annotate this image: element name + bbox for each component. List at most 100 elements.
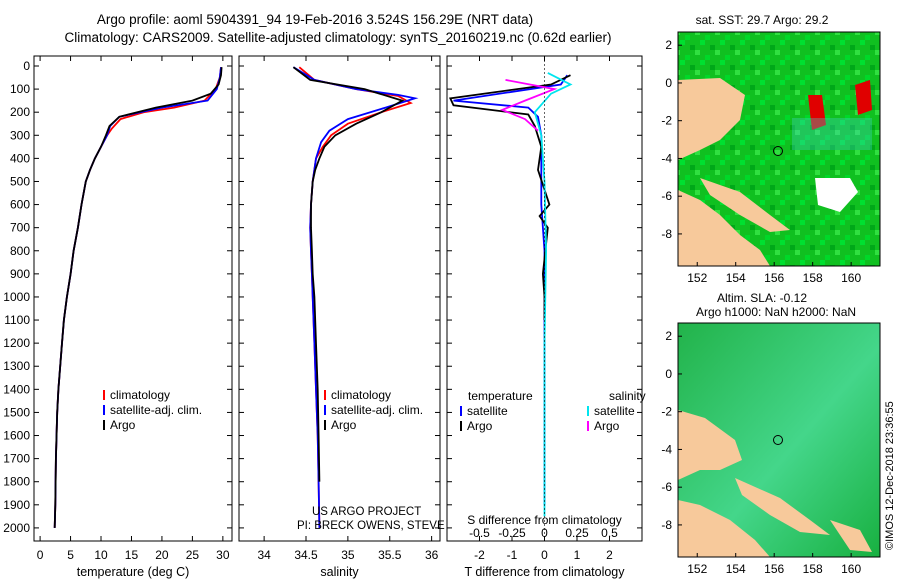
difference-xtick-label: 1 xyxy=(574,548,581,562)
sst-hot-patch xyxy=(808,95,826,130)
diff-top-xtick-label: 0.25 xyxy=(565,526,589,540)
sst-hot-patch-2 xyxy=(855,80,872,115)
diff-legend-left-title: temperature xyxy=(468,389,533,403)
sla_map-ytick-label: 0 xyxy=(665,367,672,381)
sst-land-north xyxy=(678,78,745,160)
difference-xtick-label: -1 xyxy=(507,548,518,562)
sst_map-xtick-label: 152 xyxy=(687,271,707,285)
sst_map-xtick-label: 156 xyxy=(764,271,784,285)
depth-tick-label: 1400 xyxy=(3,382,30,396)
sla_map-xtick-label: 160 xyxy=(841,562,861,576)
temperature-series-argo xyxy=(53,67,223,528)
figure-title-line2: Climatology: CARS2009. Satellite-adjuste… xyxy=(64,30,611,45)
sst_map-xtick-label: 158 xyxy=(803,271,823,285)
sla_map-ytick-label: -4 xyxy=(661,442,672,456)
sla_map-xtick-label: 158 xyxy=(803,562,823,576)
diff-top-xtick-label: -0.25 xyxy=(498,526,526,540)
sst-map xyxy=(677,31,881,267)
depth-tick-label: 1600 xyxy=(3,429,30,443)
salinity-xtick-label: 34 xyxy=(257,548,271,562)
sst_map-ytick-label: -8 xyxy=(661,227,672,241)
depth-tick-label: 100 xyxy=(10,82,30,96)
depth-tick-label: 1000 xyxy=(3,290,30,304)
sla-map xyxy=(677,322,881,558)
temperature-xtick-label: 30 xyxy=(216,548,230,562)
salinity-series-argo xyxy=(292,66,405,482)
difference-series-t-argo xyxy=(448,74,571,320)
diff-legend-label: Argo xyxy=(467,419,493,433)
sst_map-ytick-label: 2 xyxy=(665,38,672,52)
sst-map-title: sat. SST: 29.7 Argo: 29.2 xyxy=(696,13,829,27)
depth-tick-label: 1200 xyxy=(3,336,30,350)
diff-top-xtick-label: -0.5 xyxy=(469,526,490,540)
depth-tick-label: 700 xyxy=(10,221,30,235)
diff-legend-label: Argo xyxy=(594,419,620,433)
difference-xlabel: T difference from climatology xyxy=(464,565,625,579)
depth-tick-label: 2000 xyxy=(3,521,30,535)
sst-argo-marker xyxy=(773,146,783,156)
project-annotation: US ARGO PROJECT xyxy=(312,506,421,518)
temperature-xtick-label: 0 xyxy=(37,548,44,562)
temperature-xtick-label: 25 xyxy=(186,548,200,562)
diff-legend-label: satellite xyxy=(467,404,508,418)
sst-cloud-gap xyxy=(815,178,858,212)
difference-xtick-label: -2 xyxy=(474,548,485,562)
sla-island-chain xyxy=(735,478,830,535)
depth-tick-label: 1700 xyxy=(3,452,30,466)
depth-tick-label: 0 xyxy=(23,59,30,73)
legend-label: satellite-adj. clim. xyxy=(110,403,202,417)
salinity-xtick-label: 35 xyxy=(341,548,355,562)
legend-label: climatology xyxy=(110,388,170,402)
sla-map-subtitle: Argo h1000: NaN h2000: NaN xyxy=(696,305,856,319)
sla_map-xtick-label: 152 xyxy=(687,562,707,576)
sst_map-xtick-label: 154 xyxy=(726,271,746,285)
diff-top-xtick-label: 0.5 xyxy=(601,526,618,540)
diff-legend-right-title: salinity xyxy=(609,389,646,403)
sst_map-ytick-label: 0 xyxy=(665,76,672,90)
depth-tick-label: 1500 xyxy=(3,405,30,419)
salinity-panel: 34 34.5 35 35.5 36salinityclimatologysatelli… xyxy=(238,55,555,579)
depth-tick-label: 1800 xyxy=(3,475,30,489)
difference-series-s-argo xyxy=(499,79,558,132)
depth-tick-label: 400 xyxy=(10,151,30,165)
sla-map-title: Altim. SLA: -0.12 xyxy=(717,291,807,305)
legend-label: Argo xyxy=(110,418,136,432)
salinity-xtick-label: 36 xyxy=(425,548,439,562)
sla-land-north xyxy=(678,410,742,480)
sla-land-south xyxy=(678,500,770,557)
imos-credit: ©IMOS 12-Dec-2018 23:36:55 xyxy=(884,401,896,550)
temperature-xtick-label: 20 xyxy=(155,548,169,562)
sla-argo-marker xyxy=(773,435,783,445)
sla_map-ytick-label: -8 xyxy=(661,518,672,532)
depth-tick-label: 300 xyxy=(10,128,30,142)
depth-tick-label: 900 xyxy=(10,267,30,281)
sst-island-chain xyxy=(700,178,790,232)
temperature-xtick-label: 5 xyxy=(67,548,74,562)
figure-title-line1: Argo profile: aoml 5904391_94 19-Feb-201… xyxy=(97,12,533,27)
sla_map-ytick-label: -6 xyxy=(661,480,672,494)
depth-tick-label: 1300 xyxy=(3,359,30,373)
sla-map-axes: 152 154 156 158 160 2 0 -2 -4 -6 -8 xyxy=(661,329,861,576)
sst_map-ytick-label: -2 xyxy=(661,114,672,128)
salinity-xtick-label: 34.5 xyxy=(294,548,318,562)
sst-land-south xyxy=(678,190,770,266)
sst-cyan-band xyxy=(792,118,872,150)
sst_map-ytick-label: -6 xyxy=(661,189,672,203)
difference-panel: -2 -1 0 1 2 T difference from climatology temp… xyxy=(446,55,646,579)
depth-tick-label: 600 xyxy=(10,198,30,212)
sla-island-east xyxy=(830,520,872,552)
sst_map-xtick-label: 160 xyxy=(841,271,861,285)
sla_map-ytick-label: -2 xyxy=(661,405,672,419)
salinity-xlabel: salinity xyxy=(320,565,359,579)
sla_map-ytick-label: 2 xyxy=(665,329,672,343)
difference-xtick-label: 0 xyxy=(541,548,548,562)
temperature-panel: 0100200300400500600700800900100011001200… xyxy=(3,55,233,579)
depth-tick-label: 200 xyxy=(10,105,30,119)
sla_map-xtick-label: 154 xyxy=(726,562,746,576)
sst-map-axes: 152 154 156 158 160 2 0 -2 -4 -6 -8 xyxy=(661,38,861,285)
sla_map-xtick-label: 156 xyxy=(764,562,784,576)
salinity-plot-frame xyxy=(238,55,441,542)
temperature-xlabel: temperature (deg C) xyxy=(77,565,190,579)
depth-tick-label: 500 xyxy=(10,174,30,188)
